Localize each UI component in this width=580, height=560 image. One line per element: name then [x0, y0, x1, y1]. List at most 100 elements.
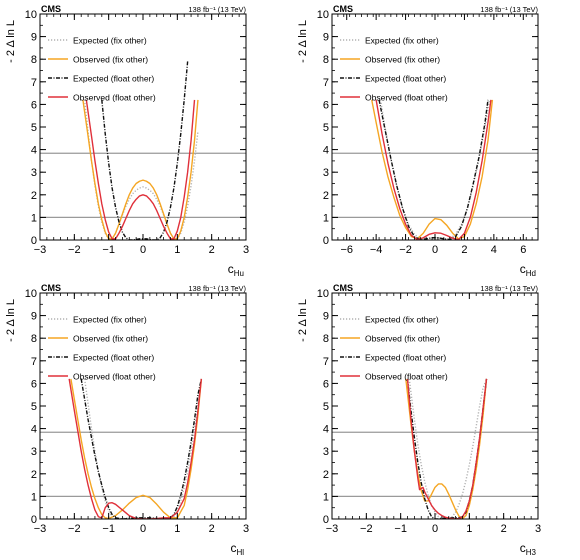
legend-label-1: Expected (fix other)	[365, 36, 439, 46]
legend-label-2: Observed (fix other)	[73, 55, 148, 65]
x-tick-label: −2	[68, 244, 81, 256]
legend-label-2: Observed (fix other)	[365, 55, 440, 65]
y-tick-label: 6	[323, 378, 329, 390]
legend-label-3: Expected (float other)	[365, 353, 446, 363]
legend-label-3: Expected (float other)	[73, 74, 154, 84]
lumi-label: 138 fb⁻¹ (13 TeV)	[480, 5, 538, 14]
curves	[405, 378, 488, 519]
x-tick-label: 3	[243, 244, 249, 256]
legend: Expected (fix other) Observed (fix other)…	[48, 315, 156, 382]
ticks: −3 −2 −1 0 1 2 3 0 1 2 3 4 5 6 7 8 9 10	[25, 9, 249, 256]
panel-4: −3 −2 −1 0 1 2 3 0 1 2 3 4 5 6 7 8 9 10 CMS 138 fb⁻¹ (13 Te…	[297, 283, 541, 557]
plot-frame	[331, 292, 539, 520]
x-tick-label: 0	[432, 523, 438, 535]
x-axis-label-main: c	[228, 262, 234, 276]
y-tick-label: 9	[31, 311, 37, 323]
y-tick-label: 7	[31, 77, 37, 89]
plot-frame	[39, 292, 247, 520]
x-tick-label: 1	[174, 244, 180, 256]
x-tick-label: 2	[209, 523, 215, 535]
y-tick-label: 10	[25, 288, 37, 300]
series-line-3	[101, 61, 189, 240]
legend: Expected (fix other) Observed (fix other)…	[48, 36, 156, 103]
x-tick-label: −3	[34, 523, 47, 535]
y-tick-label: 9	[323, 32, 329, 44]
y-tick-label: 3	[31, 446, 37, 458]
legend: Expected (fix other) Observed (fix other)…	[340, 315, 448, 382]
curves	[82, 61, 199, 240]
y-tick-label: 5	[323, 401, 329, 413]
x-tick-label: 1	[174, 523, 180, 535]
cms-label: CMS	[333, 283, 353, 293]
x-tick-label: 3	[535, 523, 541, 535]
y-tick-label: 0	[323, 235, 329, 247]
x-tick-label: −4	[370, 244, 383, 256]
x-axis-label: cHu	[228, 262, 244, 278]
x-tick-label: −2	[360, 523, 373, 535]
legend-label-2: Observed (fix other)	[73, 334, 148, 344]
y-tick-label: 0	[323, 514, 329, 526]
y-tick-label: 8	[323, 54, 329, 66]
x-tick-label: 2	[209, 244, 215, 256]
x-axis-label-sub: H3	[526, 548, 537, 555]
x-tick-label: 6	[520, 244, 526, 256]
cms-label: CMS	[41, 4, 61, 14]
legend-label-1: Expected (fix other)	[73, 315, 147, 325]
y-tick-label: 2	[31, 469, 37, 481]
x-axis-label: cHl	[230, 541, 244, 555]
series-line-3	[406, 378, 488, 519]
series-line-2	[82, 99, 199, 240]
y-tick-label: 5	[31, 122, 37, 134]
x-tick-label: 4	[491, 244, 497, 256]
x-tick-label: 2	[461, 244, 467, 256]
y-tick-label: 2	[31, 190, 37, 202]
y-axis-label: - 2 Δ ln L	[297, 20, 309, 63]
series-line-4	[375, 99, 492, 240]
x-tick-label: −2	[399, 244, 412, 256]
x-axis-label-sub: Hu	[234, 269, 244, 278]
y-tick-label: 4	[31, 145, 37, 157]
x-tick-label: 2	[501, 523, 507, 535]
legend-label-4: Observed (float other)	[365, 93, 448, 103]
y-tick-label: 8	[31, 54, 37, 66]
ticks: −6 −4 −2 0 2 4 6 0 1 2 3 4 5 6 7 8 9 10	[317, 9, 539, 256]
plot-frame	[331, 13, 539, 241]
y-tick-label: 7	[323, 77, 329, 89]
plot-frame	[39, 13, 247, 241]
y-tick-label: 3	[31, 167, 37, 179]
series-line-4	[406, 378, 488, 519]
legend-label-2: Observed (fix other)	[365, 334, 440, 344]
x-axis-label-main: c	[520, 541, 526, 555]
y-tick-label: 1	[323, 491, 329, 503]
y-tick-label: 10	[317, 9, 329, 21]
x-tick-label: −3	[34, 244, 47, 256]
series-line-4	[68, 378, 203, 519]
y-axis-label: - 2 Δ ln L	[297, 299, 309, 342]
y-tick-label: 10	[317, 288, 329, 300]
y-tick-label: 6	[323, 99, 329, 111]
ticks: −3 −2 −1 0 1 2 3 0 1 2 3 4 5 6 7 8 9 10	[317, 288, 541, 535]
series-line-1	[408, 378, 488, 519]
y-tick-label: 8	[323, 333, 329, 345]
x-tick-label: 1	[466, 523, 472, 535]
y-tick-label: 4	[31, 424, 37, 436]
x-tick-label: −2	[68, 523, 81, 535]
y-tick-label: 4	[323, 145, 329, 157]
legend-label-3: Expected (float other)	[73, 353, 154, 363]
curves	[68, 378, 203, 519]
y-tick-label: 6	[31, 378, 37, 390]
x-axis-label-sub: Hd	[526, 269, 536, 278]
y-tick-label: 0	[31, 514, 37, 526]
ticks: −3 −2 −1 0 1 2 3 0 1 2 3 4 5 6 7 8 9 10	[25, 288, 249, 535]
y-tick-label: 7	[323, 356, 329, 368]
legend-label-3: Expected (float other)	[365, 74, 446, 84]
x-tick-label: −3	[326, 523, 339, 535]
y-tick-label: 1	[31, 491, 37, 503]
cms-label: CMS	[333, 4, 353, 14]
series-line-2	[70, 378, 203, 519]
y-tick-label: 2	[323, 469, 329, 481]
y-tick-label: 9	[31, 32, 37, 44]
panel-3: −3 −2 −1 0 1 2 3 0 1 2 3 4 5 6 7 8 9 10 CMS 138 fb⁻¹ (13 Te…	[5, 283, 249, 557]
y-tick-label: 2	[323, 190, 329, 202]
